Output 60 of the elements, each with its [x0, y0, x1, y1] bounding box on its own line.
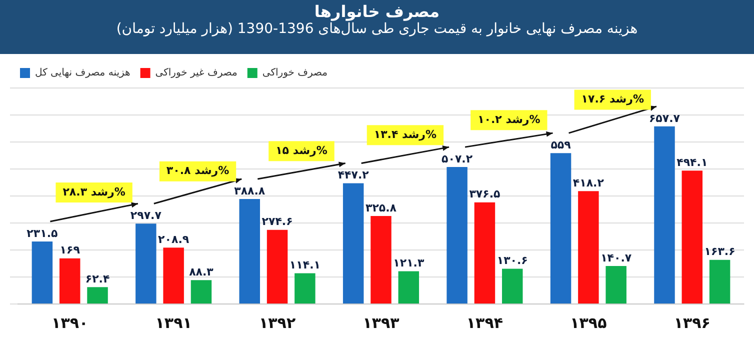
bar — [32, 241, 53, 304]
x-tick-label: ۱۳۹۶ — [674, 314, 710, 332]
annotation: رشد ۳۰.۸% — [166, 164, 230, 178]
data-label: ۳۸۸.۸ — [234, 184, 266, 198]
bar — [550, 153, 572, 304]
bar — [87, 287, 108, 304]
bar — [474, 202, 496, 304]
bar — [446, 167, 468, 304]
bar — [294, 273, 316, 304]
bar — [709, 260, 730, 304]
bar — [682, 170, 703, 304]
data-label: ۳۷۶.۵ — [469, 188, 501, 201]
data-label: ۵۵۹ — [550, 138, 572, 152]
chart-title: مصرف خانوارها — [313, 2, 441, 21]
bar — [59, 258, 80, 304]
legend-label: مصرف غیر خوراکی — [155, 68, 238, 79]
bar — [266, 230, 288, 304]
data-label: ۱۴۰.۷ — [600, 251, 632, 264]
bar — [136, 224, 156, 304]
bar — [398, 271, 420, 304]
x-tick-label: ۱۳۹۳ — [362, 314, 400, 332]
data-label: ۱۶۳.۶ — [704, 245, 736, 258]
data-label: ۸۸.۳ — [189, 266, 214, 279]
bar — [342, 183, 364, 304]
bar — [370, 216, 392, 304]
data-label: ۱۶۹ — [60, 244, 80, 257]
data-label: ۶۲.۴ — [85, 272, 110, 286]
x-tick-label: ۱۳۹۱ — [155, 314, 192, 332]
bar — [606, 266, 626, 304]
annotation: رشد ۱۷.۶% — [581, 92, 644, 106]
data-label: ۵۰۷.۲ — [442, 152, 473, 166]
chart-subtitle: هزینه مصرف نهایی خانوار به قیمت جاری طی سال‌های 1396-1390 (هزار میلیارد تومان) — [115, 21, 639, 37]
legend-label: هزینه مصرف نهایی کل — [35, 68, 130, 79]
x-tick-label: ۱۳۹۲ — [258, 314, 296, 332]
bar — [190, 280, 212, 304]
data-label: ۴۴۷.۲ — [338, 168, 370, 182]
bar — [502, 268, 523, 304]
annotation: رشد ۱۳.۴% — [374, 128, 437, 142]
data-label: ۲۷۴.۶ — [262, 215, 293, 228]
data-label: ۱۳۰.۶ — [496, 254, 528, 268]
x-tick-label: ۱۳۹۴ — [466, 314, 504, 332]
legend-label: مصرف خوراکی — [262, 68, 328, 79]
data-label: ۴۹۴.۱ — [676, 156, 708, 169]
data-label: ۱۱۴.۱ — [289, 258, 320, 272]
data-label: ۲۹۷.۷ — [130, 208, 162, 222]
bar — [578, 191, 599, 304]
data-label: ۳۲۵.۸ — [365, 201, 397, 214]
bar — [654, 126, 675, 304]
annotation: رشد ۲۸.۳% — [62, 185, 126, 198]
bar — [239, 199, 260, 304]
data-label: ۴۱۸.۲ — [572, 176, 604, 190]
data-label: ۲۳۱.۵ — [26, 226, 58, 240]
data-label: ۶۵۷.۷ — [648, 112, 680, 125]
data-label: ۲۰۸.۹ — [158, 232, 190, 246]
data-label: ۱۲۱.۳ — [393, 256, 424, 270]
x-tick-label: ۱۳۹۰ — [52, 314, 88, 332]
annotation: رشد ۱۰.۲% — [478, 112, 540, 126]
x-tick-label: ۱۳۹۵ — [570, 314, 607, 332]
bar — [163, 248, 184, 304]
annotation: رشد ۱۵% — [276, 144, 328, 157]
